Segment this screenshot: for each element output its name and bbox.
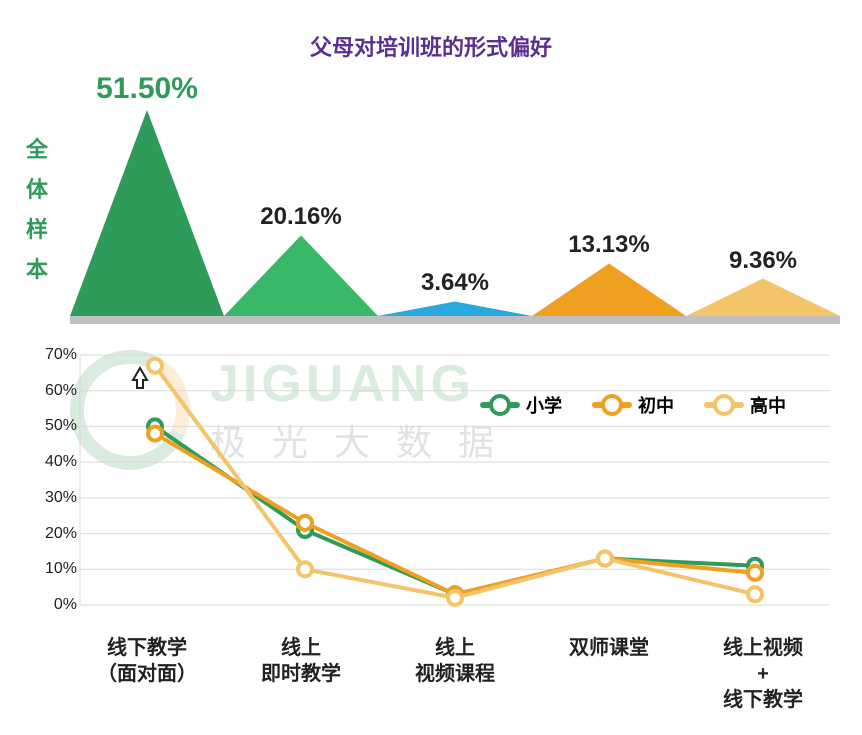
up-arrow-icon [133,368,147,388]
triangle-value-label: 3.64% [421,269,489,297]
y-tick-label: 50% [45,417,77,435]
x-axis-labels: 线下教学 （面对面）线上 即时教学线上 视频课程双师课堂线上视频 + 线下教学 [70,635,840,725]
triangle-value-label: 13.13% [568,231,649,259]
triangle-bar [532,263,686,316]
legend-item: 小学 [480,392,562,418]
series-marker [448,591,462,605]
triangle-bar [224,235,378,316]
triangle-value-label: 20.16% [260,203,341,231]
y-tick-label: 0% [54,596,77,614]
line-svg [25,345,840,625]
y-tick-label: 70% [45,346,77,364]
x-tick-label: 线下教学 （面对面） [70,635,224,725]
legend-label: 高中 [750,392,786,418]
legend-item: 初中 [592,392,674,418]
legend: 小学 初中 高中 [480,392,786,418]
triangle-chart: 51.50% 20.16% 3.64% 13.13% 9.36% [70,70,840,330]
x-tick-label: 线上 视频课程 [378,635,532,725]
triangle-value-label: 51.50% [96,72,198,106]
series-marker [748,566,762,580]
x-tick-label: 线上视频 + 线下教学 [686,635,840,725]
series-marker [298,516,312,530]
series-marker [598,552,612,566]
triangle-bar [70,110,224,316]
x-tick-label: 双师课堂 [532,635,686,725]
series-marker [148,359,162,373]
y-tick-label: 40% [45,453,77,471]
legend-swatch-icon [592,402,632,408]
legend-label: 初中 [638,392,674,418]
series-marker [298,562,312,576]
y-tick-label: 60% [45,382,77,400]
line-chart: 0% 10% 20% 30% 40% 50% 60% 70% [25,345,840,625]
series-marker [148,427,162,441]
legend-item: 高中 [704,392,786,418]
legend-swatch-icon [480,402,520,408]
chart-title: 父母对培训班的形式偏好 [0,0,862,62]
y-tick-label: 10% [45,560,77,578]
triangle-value-label: 9.36% [729,247,797,275]
ylabel-overall-sample: 全体样本 [25,130,49,290]
baseline-shadow [70,316,840,324]
legend-label: 小学 [526,392,562,418]
triangle-bar [378,301,532,316]
x-tick-label: 线上 即时教学 [224,635,378,725]
series-line [155,434,755,595]
y-tick-label: 30% [45,489,77,507]
y-tick-label: 20% [45,525,77,543]
series-marker [748,587,762,601]
legend-swatch-icon [704,402,744,408]
triangle-bar [686,279,840,316]
